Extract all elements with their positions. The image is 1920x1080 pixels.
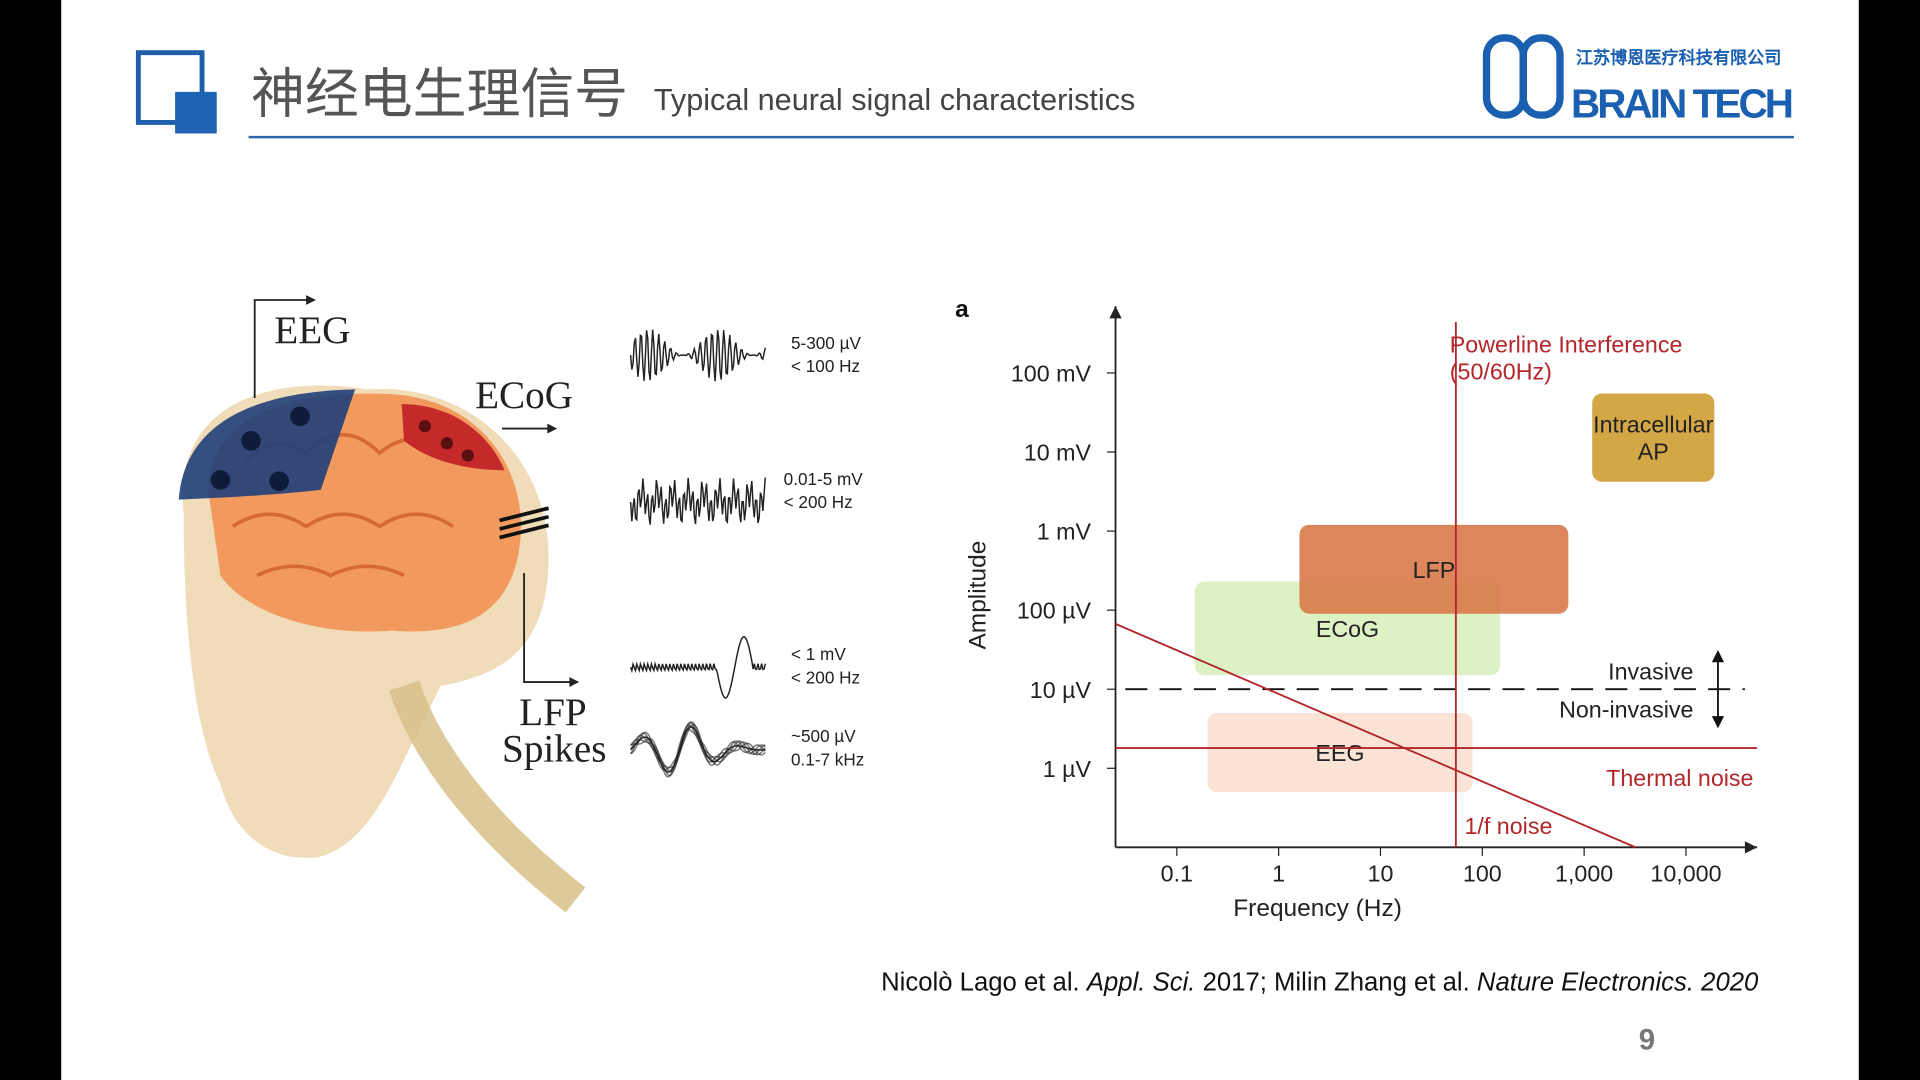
citation: Nicolò Lago et al. Appl. Sci. 2017; Mili… xyxy=(881,969,1759,997)
one-over-f-noise xyxy=(1115,623,1636,849)
waveform xyxy=(629,329,767,382)
x-tick-label: 0.1 xyxy=(1161,861,1193,887)
region-label: ECoG xyxy=(1316,616,1379,642)
logo-mark xyxy=(1482,34,1564,119)
x-tick-label: 10 xyxy=(1368,861,1394,887)
signal-amplitude: 5-300 µV xyxy=(791,333,861,353)
logo-cn: 江苏博恩医疗科技有限公司 xyxy=(1576,48,1782,68)
y-tick-label: 10 mV xyxy=(1024,440,1092,466)
illustration-label: EEG xyxy=(274,309,350,352)
signal-amplitude: 0.01-5 mV xyxy=(784,469,864,489)
citation-part: Appl. Sci. xyxy=(1085,969,1196,997)
powerline-label: Powerline Interference xyxy=(1450,332,1683,358)
chart: a EEG ECoG LFP Intracellular AP 1 µV 10 µV 100 µ… xyxy=(955,296,1758,922)
citation-part: Nicolò Lago et al. xyxy=(881,969,1087,997)
signal-amplitude: < 1 mV xyxy=(791,644,846,664)
powerline-label: (50/60Hz) xyxy=(1450,359,1552,385)
head-illustration xyxy=(178,295,586,913)
waveform xyxy=(629,636,767,699)
signal-amplitude: ~500 µV xyxy=(791,726,856,746)
citation-part: Nature Electronics. 2020 xyxy=(1477,969,1759,997)
thermal-noise-label: Thermal noise xyxy=(1606,765,1753,791)
header-icon-fill xyxy=(175,91,217,134)
y-tick-label: 10 µV xyxy=(1030,677,1092,703)
signal-frequency: < 100 Hz xyxy=(791,356,860,376)
panel-label: a xyxy=(955,296,969,323)
waveform xyxy=(629,477,767,525)
region-label: EEG xyxy=(1315,740,1364,766)
signal-frequency: < 200 Hz xyxy=(791,667,860,687)
x-tick-label: 100 xyxy=(1463,861,1502,887)
axis-arrow xyxy=(1109,306,1122,319)
region xyxy=(1207,713,1473,793)
illustration-label: ECoG xyxy=(475,374,573,417)
y-tick-label: 1 µV xyxy=(1043,756,1092,782)
waveform xyxy=(629,724,766,777)
x-tick-label: 10,000 xyxy=(1650,861,1721,887)
waveform xyxy=(630,724,766,771)
header-icon xyxy=(135,50,205,125)
x-tick-label: 1 xyxy=(1272,861,1285,887)
signal-frequency: < 200 Hz xyxy=(784,492,853,512)
y-axis-label: Amplitude xyxy=(965,541,992,650)
x-axis-label: Frequency (Hz) xyxy=(1233,895,1402,922)
one-over-f-label: 1/f noise xyxy=(1464,813,1552,839)
signal-frequency: 0.1-7 kHz xyxy=(791,749,864,769)
citation-part: 2017; Milin Zhang et al. xyxy=(1195,969,1476,997)
region xyxy=(1592,393,1715,482)
waveforms xyxy=(629,329,767,778)
y-tick-label: 100 mV xyxy=(1011,361,1092,387)
y-tick-label: 1 mV xyxy=(1037,519,1092,545)
illustration-label: Spikes xyxy=(502,728,606,771)
signal-annotations: 5-300 µV < 100 Hz 0.01-5 mV < 200 Hz < 1 mV <… xyxy=(784,333,865,769)
region-label: Intracellular AP xyxy=(1593,412,1713,465)
page-number: 9 xyxy=(1639,1023,1655,1056)
logo-en: BRAIN TECH xyxy=(1571,81,1794,127)
y-tick-label: 100 µV xyxy=(1017,598,1092,624)
waveform xyxy=(630,728,766,778)
title-en: Typical neural signal characteristics xyxy=(654,83,1135,117)
region xyxy=(1299,524,1569,614)
title-cn: 神经电生理信号 xyxy=(251,65,628,125)
region-label: LFP xyxy=(1413,557,1456,583)
boundary-label: Invasive xyxy=(1608,658,1693,684)
axis-arrow xyxy=(1744,841,1758,854)
boundary-label: Non-invasive xyxy=(1559,696,1693,722)
illustration-label: LFP xyxy=(519,691,587,734)
x-tick-label: 1,000 xyxy=(1555,861,1613,887)
